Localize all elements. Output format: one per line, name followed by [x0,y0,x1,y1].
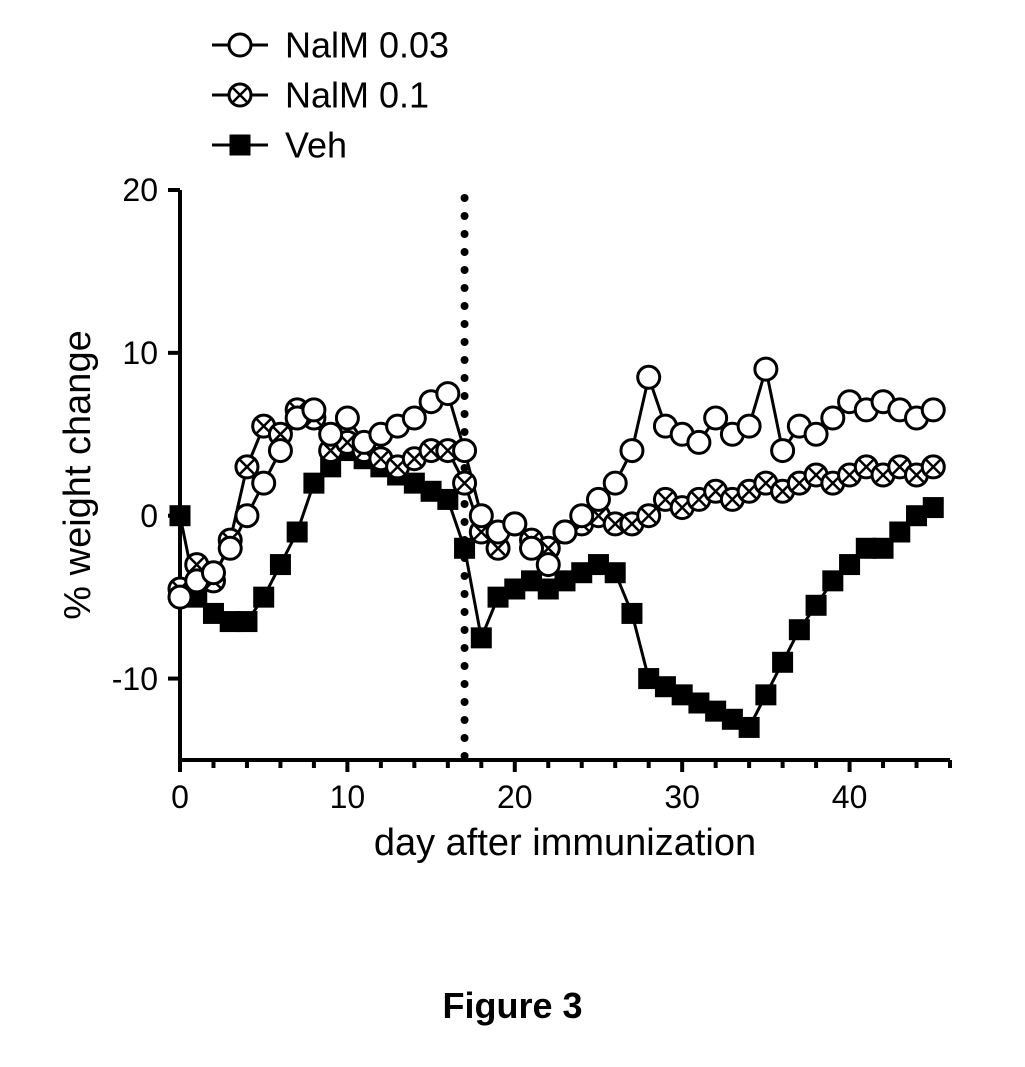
figure-label: Figure 3 [0,985,1025,1027]
svg-text:20: 20 [497,779,533,815]
chart-container: -10 0 10 20 0 10 20 30 40 day after immunization%… [50,20,975,920]
svg-text:30: 30 [664,779,700,815]
svg-text:10: 10 [122,335,158,371]
svg-text:NalM 0.1: NalM 0.1 [285,75,429,116]
svg-text:10: 10 [330,779,366,815]
svg-text:20: 20 [122,172,158,208]
svg-text:-10: -10 [112,661,158,697]
svg-text:NalM 0.03: NalM 0.03 [285,25,449,66]
svg-text:0: 0 [171,779,189,815]
svg-text:day after immunization: day after immunization [374,822,756,864]
page: -10 0 10 20 0 10 20 30 40 day after immunization%… [0,0,1025,1067]
svg-text:40: 40 [832,779,868,815]
svg-text:% weight change: % weight change [57,330,99,619]
chart-svg: -10 0 10 20 0 10 20 30 40 day after immunization%… [50,20,975,920]
svg-text:0: 0 [140,498,158,534]
svg-text:Veh: Veh [285,125,347,166]
